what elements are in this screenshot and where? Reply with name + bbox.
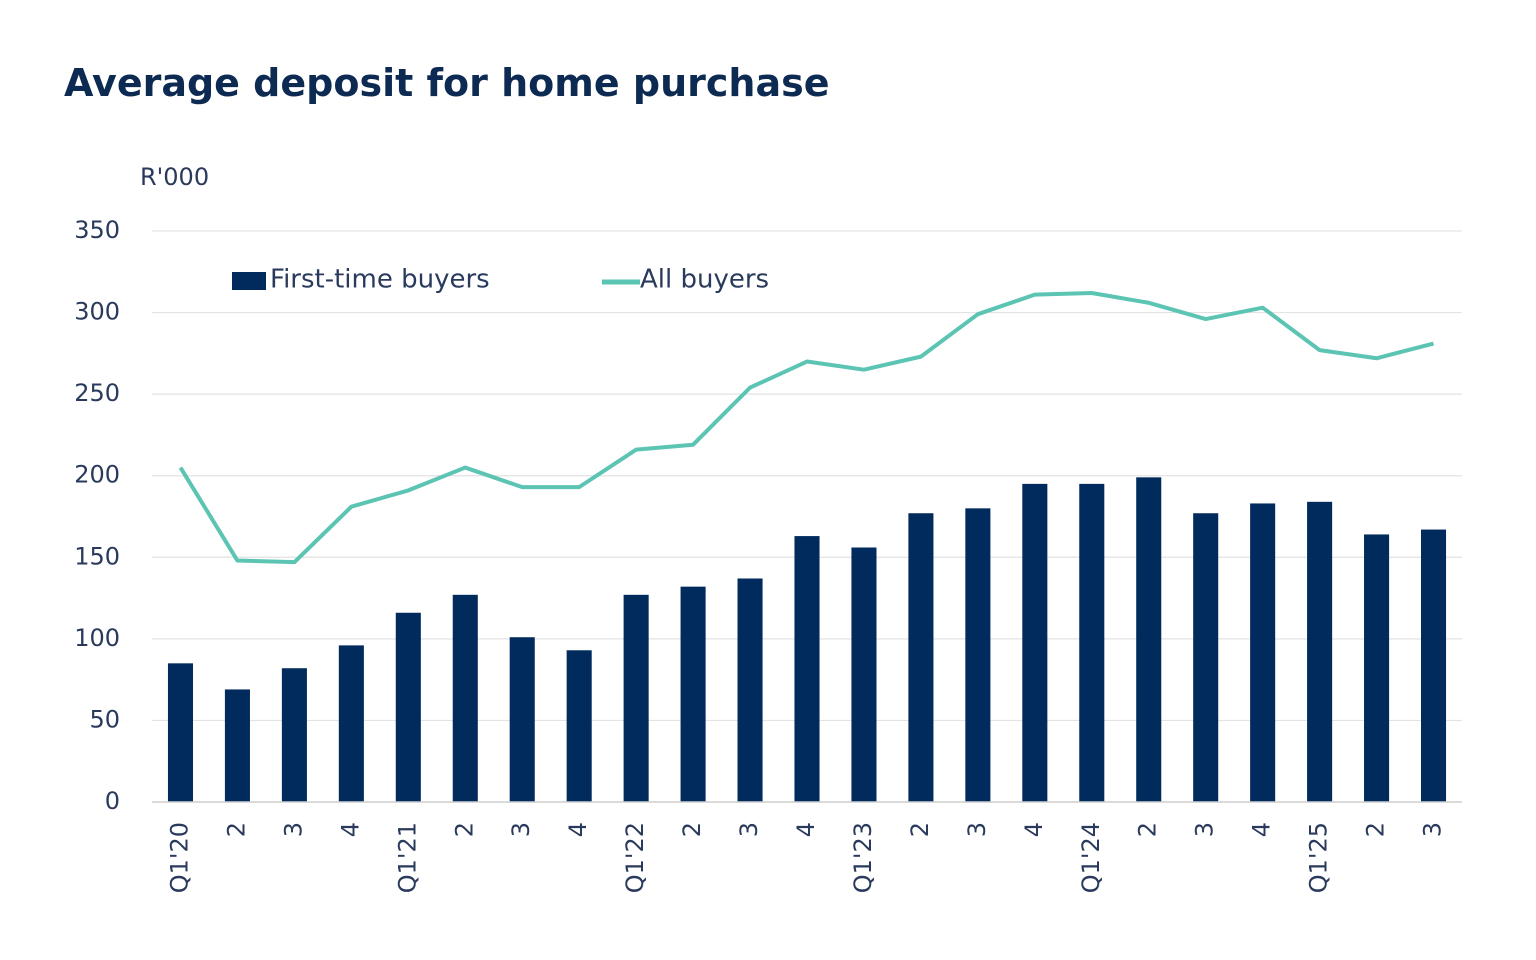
y-tick-label: 300 [74,298,120,326]
y-tick-label: 50 [89,705,120,733]
bar [908,513,934,802]
bar [1250,503,1276,802]
x-tick-label: Q1'25 [1305,822,1333,893]
bar [509,637,535,802]
y-axis-unit: R'000 [140,163,209,191]
bar [1364,534,1390,802]
y-tick-label: 150 [74,542,120,570]
x-tick-label: 2 [222,822,250,837]
bar [566,650,592,802]
x-tick-label: 4 [792,822,820,837]
x-tick-label: 4 [1248,822,1276,837]
bar [167,663,194,802]
x-tick-label: Q1'21 [393,822,421,893]
y-tick-label: 0 [105,787,120,815]
bar [737,578,763,802]
legend-label: All buyers [640,265,769,295]
bar [1420,529,1447,802]
bar [1193,513,1219,802]
bar [452,594,478,802]
line [178,290,1435,565]
bar [224,689,250,802]
x-tick-label: 2 [1362,822,1390,837]
legend-label: First-time buyers [270,265,490,295]
bar [680,586,706,802]
x-tick-label: 2 [1134,822,1162,837]
bar [338,645,364,802]
legend-swatch [232,272,266,290]
x-tick-label: 3 [963,822,991,837]
bar [281,668,307,802]
bar [794,536,820,802]
x-tick-label: Q1'20 [165,822,193,893]
x-tick-label: 4 [1020,822,1048,837]
x-tick-label: 4 [564,822,592,837]
bar [1079,483,1105,802]
chart-title: Average deposit for home purchase [64,61,829,105]
bar [965,508,991,802]
x-tick-label: 3 [507,822,535,837]
x-tick-label: 3 [1191,822,1219,837]
bar [395,612,421,802]
x-tick-label: 2 [678,822,706,837]
x-tick-label: Q1'24 [1077,822,1105,893]
bar [1022,483,1048,802]
bar [1307,501,1333,802]
x-tick-label: 3 [735,822,763,837]
y-tick-label: 250 [74,379,120,407]
bar [1136,477,1162,802]
x-tick-label: 3 [279,822,307,837]
x-tick-label: Q1'23 [849,822,877,893]
x-tick-label: 2 [906,822,934,837]
x-tick-label: 3 [1419,822,1447,837]
bar [623,594,649,802]
x-tick-label: 4 [336,822,364,837]
y-tick-label: 350 [74,216,120,244]
x-tick-label: Q1'22 [621,822,649,893]
y-tick-label: 200 [74,461,120,489]
x-tick-label: 2 [450,822,478,837]
bar [851,547,877,802]
y-tick-label: 100 [74,624,120,652]
